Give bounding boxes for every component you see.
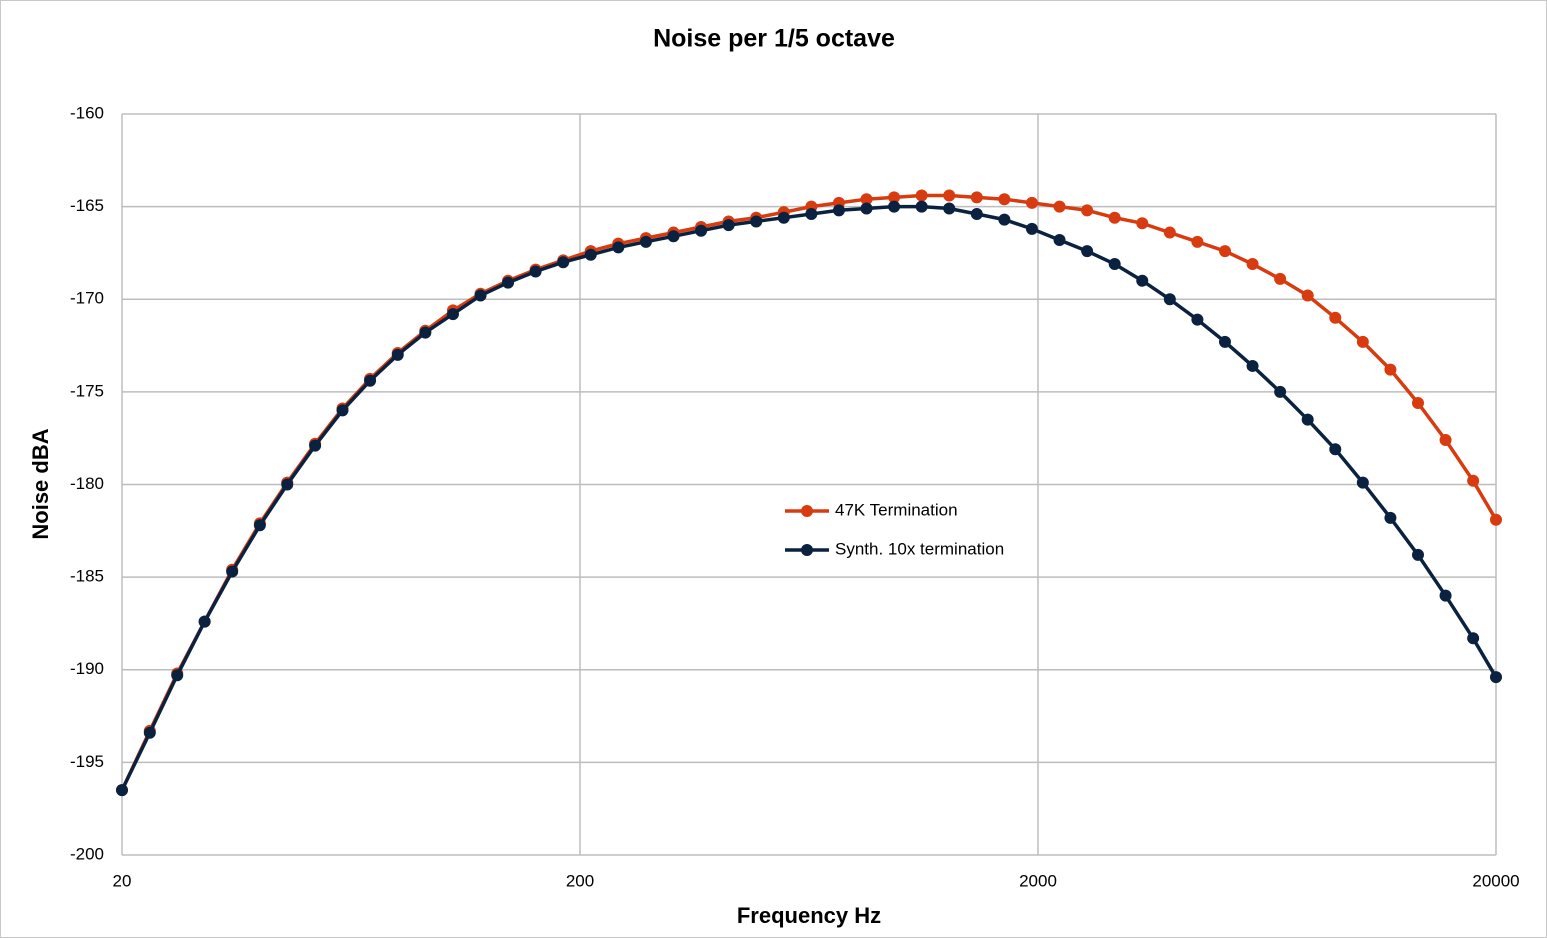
marker (1384, 511, 1397, 524)
legend-label: Synth. 10x termination (835, 539, 1004, 558)
marker (502, 276, 515, 289)
marker (695, 224, 708, 237)
marker (391, 348, 404, 361)
y-tick-label: -180 (70, 474, 104, 493)
y-tick-label: -185 (70, 567, 104, 586)
marker (1356, 476, 1369, 489)
marker (832, 204, 845, 217)
marker (777, 211, 790, 224)
marker (364, 374, 377, 387)
marker (860, 193, 873, 206)
marker (1053, 200, 1066, 213)
marker (860, 202, 873, 215)
marker (1490, 513, 1502, 526)
marker (1025, 196, 1038, 209)
marker (1467, 632, 1480, 645)
marker (1329, 311, 1342, 324)
marker (1081, 245, 1094, 258)
marker (1081, 204, 1094, 217)
marker (226, 565, 239, 578)
marker (446, 308, 459, 321)
marker (1218, 335, 1231, 348)
marker (667, 230, 680, 243)
marker (1490, 671, 1502, 684)
marker (1439, 589, 1452, 602)
marker (1329, 443, 1342, 456)
marker (722, 219, 735, 232)
marker (1274, 272, 1287, 285)
marker (1191, 313, 1204, 326)
x-tick-label: 2000 (1019, 871, 1057, 890)
marker (1136, 274, 1149, 287)
marker (943, 189, 956, 202)
y-tick-label: -200 (70, 844, 104, 863)
marker (888, 191, 901, 204)
marker (1301, 413, 1314, 426)
marker (1411, 396, 1424, 409)
x-tick-label: 20 (113, 871, 132, 890)
legend-marker (801, 544, 813, 556)
marker (529, 265, 542, 278)
marker (1025, 222, 1038, 235)
marker (1053, 233, 1066, 246)
marker (888, 200, 901, 213)
marker (1108, 258, 1121, 271)
marker (1411, 548, 1424, 561)
marker (1356, 335, 1369, 348)
x-tick-label: 20000 (1472, 871, 1519, 890)
marker (612, 241, 625, 254)
marker (1218, 245, 1231, 258)
marker (1163, 293, 1176, 306)
marker (970, 208, 983, 221)
legend-label: 47K Termination (835, 500, 958, 519)
marker (419, 326, 432, 339)
x-tick-label: 200 (566, 871, 594, 890)
x-axis-label: Frequency Hz (737, 903, 881, 928)
marker (557, 256, 570, 269)
marker (143, 726, 156, 739)
marker (1301, 289, 1314, 302)
y-tick-label: -195 (70, 752, 104, 771)
marker (1136, 217, 1149, 230)
marker (805, 208, 818, 221)
marker (198, 615, 211, 628)
y-tick-label: -165 (70, 196, 104, 215)
marker (253, 519, 266, 532)
marker (116, 784, 128, 797)
marker (970, 191, 983, 204)
y-tick-label: -175 (70, 381, 104, 400)
marker (1467, 474, 1480, 487)
marker (943, 202, 956, 215)
marker (1108, 211, 1121, 224)
marker (281, 478, 294, 491)
legend-marker (801, 505, 813, 517)
marker (336, 404, 349, 417)
marker (1384, 363, 1397, 376)
marker (1163, 226, 1176, 239)
y-tick-label: -170 (70, 289, 104, 308)
marker (309, 439, 322, 452)
marker (639, 235, 652, 248)
marker (171, 669, 184, 682)
marker (998, 213, 1011, 226)
marker (750, 215, 763, 228)
marker (915, 189, 928, 202)
marker (1191, 235, 1204, 248)
y-tick-label: -160 (70, 103, 104, 122)
marker (998, 193, 1011, 206)
chart-title: Noise per 1/5 octave (653, 25, 895, 53)
y-axis-label: Noise dBA (28, 428, 53, 539)
marker (1274, 385, 1287, 398)
marker (1246, 258, 1259, 271)
marker (1246, 359, 1259, 372)
marker (584, 248, 597, 261)
marker (915, 200, 928, 213)
marker (474, 289, 487, 302)
marker (1439, 434, 1452, 447)
y-tick-label: -190 (70, 659, 104, 678)
